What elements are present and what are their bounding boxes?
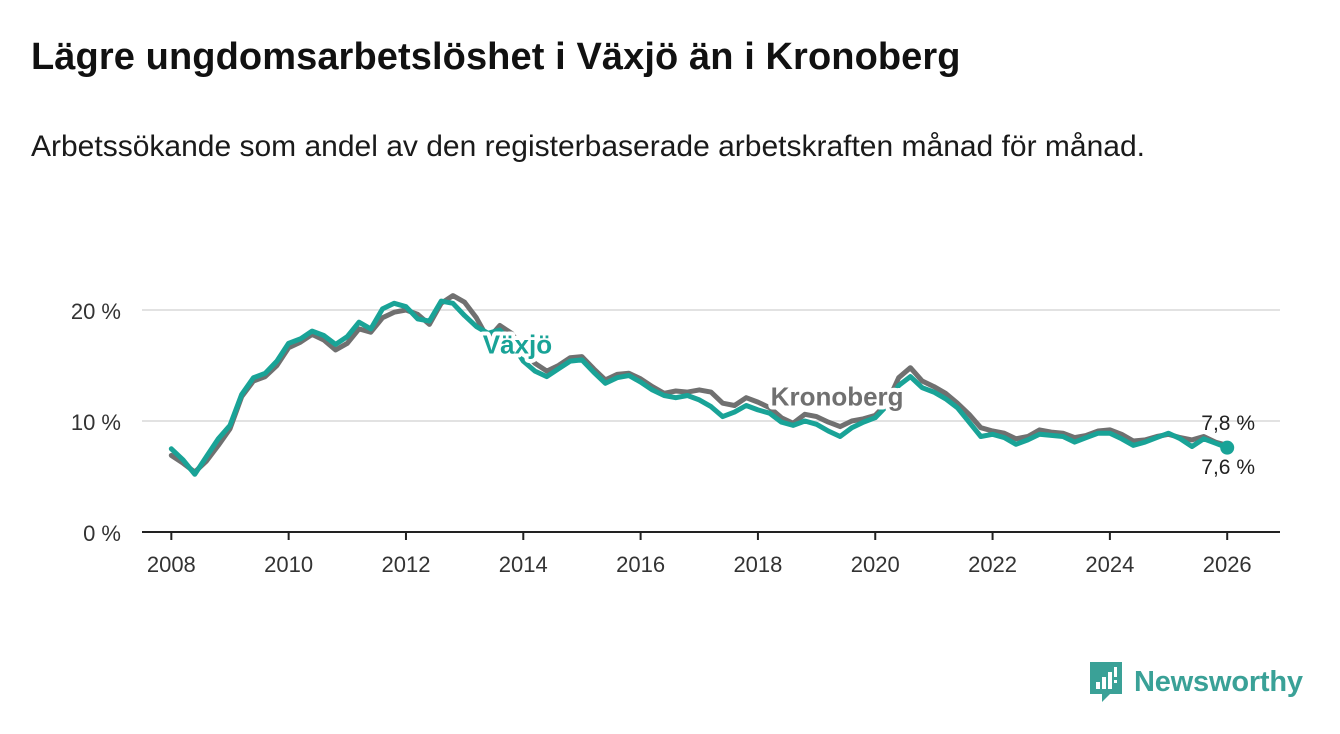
y-tick-label: 0 % <box>83 521 121 546</box>
x-tick-label: 2008 <box>147 552 196 577</box>
end-label-kronoberg: 7,8 % <box>1201 412 1255 435</box>
x-tick-label: 2014 <box>499 552 548 577</box>
x-tick-label: 2026 <box>1203 552 1252 577</box>
x-tick-label: 2020 <box>851 552 900 577</box>
y-tick-label: 20 % <box>71 299 121 324</box>
newsworthy-logo-icon <box>1090 662 1122 702</box>
x-tick-label: 2010 <box>264 552 313 577</box>
axes: 0 % 10 % 20 % 2008 2010 2012 2014 2016 2018 2020 2… <box>71 299 1280 577</box>
x-tick-label: 2012 <box>381 552 430 577</box>
end-point-vaxjo <box>1220 440 1235 455</box>
x-tick-label: 2018 <box>733 552 782 577</box>
end-label-vaxjo: 7,6 % <box>1201 456 1255 479</box>
line-chart: 0 % 10 % 20 % 2008 2010 2012 2014 2016 2018 2020 2… <box>71 293 1280 577</box>
series-label-vxj: Växjö <box>483 329 552 359</box>
grid-lines <box>142 309 1280 422</box>
x-tick-label: 2022 <box>968 552 1017 577</box>
series-lines <box>168 293 1235 477</box>
brand-name: Newsworthy <box>1134 665 1303 698</box>
x-tick-label: 2024 <box>1085 552 1134 577</box>
series-line-vxj <box>168 298 1230 477</box>
chart-labels: 7,8 % 7,6 % Växjö Kronoberg <box>479 325 1255 479</box>
y-tick-label: 10 % <box>71 410 121 435</box>
x-tick-label: 2016 <box>616 552 665 577</box>
series-line-kronoberg <box>168 293 1230 475</box>
chart-title: Lägre ungdomsarbetslöshet i Växjö än i K… <box>31 36 961 78</box>
series-label-kronoberg: Kronoberg <box>771 381 904 411</box>
brand-logo: Newsworthy <box>1088 660 1303 704</box>
chart-subtitle: Arbetssökande som andel av den registerb… <box>31 130 1145 163</box>
